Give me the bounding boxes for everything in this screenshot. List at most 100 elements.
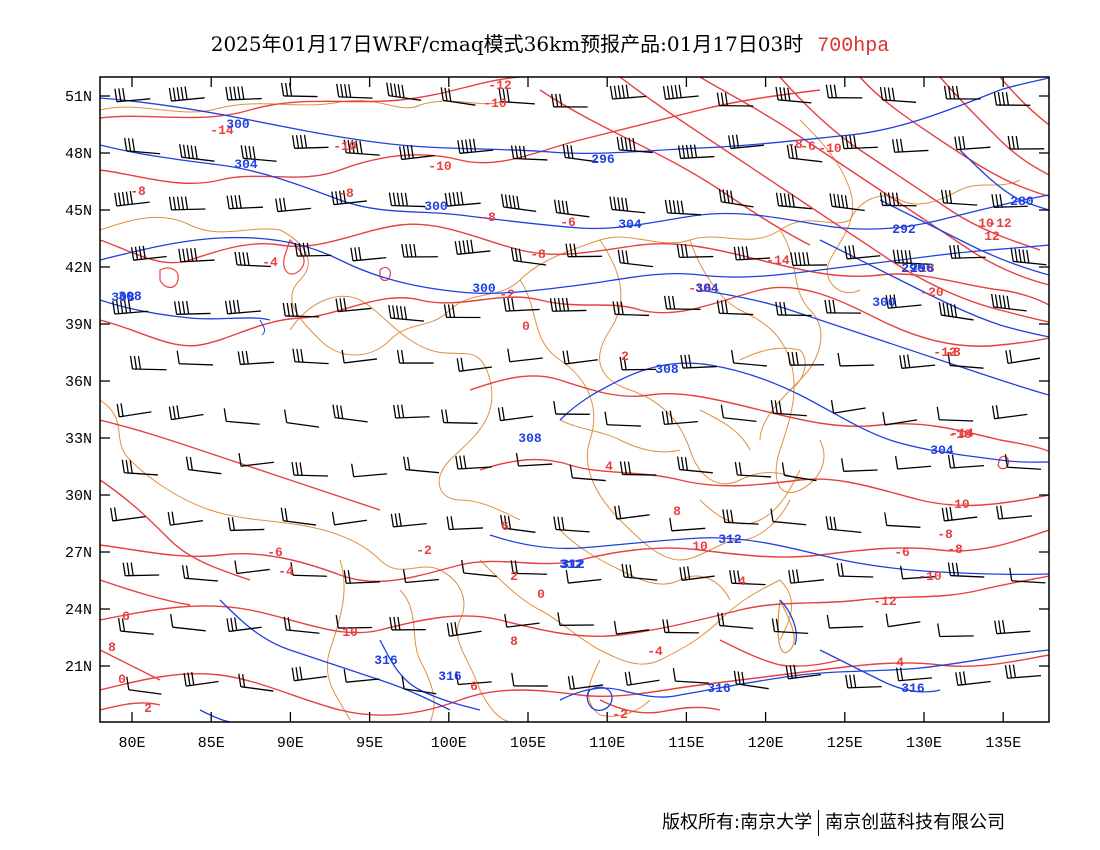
wind-barb — [456, 357, 492, 372]
footer-divider — [818, 810, 820, 836]
wind-barb — [553, 400, 590, 415]
temperature-label: -10 — [818, 141, 842, 156]
copyright-left: 版权所有:南京大学 — [662, 812, 813, 833]
temperature-label: -8 — [338, 186, 354, 201]
lon-tick-label: 135E — [985, 735, 1021, 752]
temperature-label: -4 — [262, 255, 278, 270]
wind-barb — [454, 239, 491, 255]
wind-barb — [335, 297, 372, 313]
title-text: 2025年01月17日WRF/cmaq模式36km预报产品:01月17日03时 — [210, 32, 804, 56]
wind-barb — [770, 508, 807, 526]
wind-barb — [181, 565, 219, 582]
height-label: 304 — [930, 443, 954, 458]
height-label: 300 — [424, 199, 448, 214]
temperature-label: -2 — [612, 707, 628, 722]
wind-barb — [720, 404, 757, 423]
wind-barb — [676, 456, 713, 474]
copyright-right: 南京创蓝科技有限公司 — [825, 812, 1006, 833]
wind-barb — [661, 410, 698, 426]
wind-barb — [733, 670, 769, 690]
wind-barb — [336, 83, 373, 99]
lat-tick-label: 39N — [65, 317, 92, 334]
wind-barb — [110, 507, 146, 522]
lon-tick-label: 90E — [277, 735, 304, 752]
wind-barb — [841, 135, 878, 150]
wind-barb — [790, 252, 827, 267]
lat-tick-label: 51N — [65, 89, 92, 106]
wind-barb — [955, 671, 991, 686]
temperature-label: -6 — [267, 545, 283, 560]
wind-barb — [616, 136, 653, 154]
wind-barb — [884, 512, 921, 528]
wind-barb — [224, 299, 262, 315]
wind-barb — [291, 462, 329, 477]
wind-barb — [443, 304, 481, 319]
map-frame — [99, 76, 1050, 723]
wind-barb — [116, 403, 152, 418]
wind-barb — [775, 192, 812, 210]
wind-barb — [1010, 248, 1047, 266]
wind-barb — [112, 299, 149, 315]
lon-tick-label: 110E — [589, 735, 625, 752]
latitude-axis: 51N 48N 45N 42N 39N 36N 33N 30N 27N 24N 21N — [65, 89, 1049, 676]
wind-barb — [170, 614, 206, 632]
wind-barb — [672, 668, 710, 684]
wind-barb — [226, 195, 264, 210]
wind-barb — [179, 144, 215, 162]
temperature-label: -6 — [894, 545, 910, 560]
wind-barb — [991, 293, 1027, 312]
wind-barb — [507, 348, 543, 363]
wind-barb — [511, 672, 548, 687]
lat-tick-label: 30N — [65, 488, 92, 505]
height-label: 312 — [559, 557, 583, 572]
lon-tick-label: 120E — [748, 735, 784, 752]
wind-barb — [949, 244, 986, 259]
temperature-label: -8 — [130, 184, 146, 199]
wind-barb — [401, 243, 438, 258]
temperature-label: -8 — [945, 345, 961, 360]
temperature-label: 6 — [501, 519, 509, 534]
wind-barb — [173, 300, 211, 315]
wind-barb — [895, 667, 933, 682]
wind-barb — [350, 246, 387, 262]
temperature-label: 2 — [621, 349, 629, 364]
wind-barb — [440, 87, 476, 106]
wind-barb — [234, 560, 270, 575]
wind-barb — [775, 86, 812, 104]
temperature-label: 0 — [522, 319, 530, 334]
wind-barb — [786, 144, 823, 163]
temperature-label: 12 — [984, 229, 1000, 244]
height-label: 304 — [234, 157, 258, 172]
wind-barb — [226, 617, 262, 633]
height-label: 296 — [901, 261, 925, 276]
height-label: 300 — [872, 295, 896, 310]
temperature-label: -8 — [530, 247, 546, 262]
wind-barb — [943, 85, 981, 100]
temperature-label: 2 — [510, 569, 518, 584]
wind-barb — [731, 349, 768, 367]
lat-tick-label: 42N — [65, 260, 92, 277]
height-label: 296 — [910, 261, 934, 276]
wind-barb — [240, 145, 277, 162]
longitude-axis: 80E 85E 90E 95E 100E 105E 110E 115E 120E 125E 130E… — [118, 77, 1021, 752]
height-label: 316 — [374, 653, 398, 668]
wind-barb — [455, 671, 492, 686]
wind-barb — [882, 411, 918, 426]
wind-barb — [717, 612, 754, 630]
wind-barb — [1004, 664, 1042, 679]
wind-barb — [461, 559, 497, 578]
wind-barb — [223, 408, 260, 425]
height-label: 300 — [226, 117, 250, 132]
wind-barb — [775, 301, 812, 317]
temperature-label: 10 — [978, 216, 994, 231]
wind-barb — [892, 249, 930, 265]
wind-barb — [510, 247, 547, 266]
wind-barb — [497, 406, 534, 422]
wind-barb — [510, 145, 548, 161]
wind-barb — [386, 82, 422, 101]
temperature-label: -10 — [948, 427, 972, 442]
temperature-label: 4 — [896, 655, 904, 670]
map-title: 2025年01月17日WRF/cmaq模式36km预报产品:01月17日03时 7… — [0, 28, 1100, 58]
wind-barb — [947, 352, 984, 369]
wind-barb — [549, 297, 587, 312]
